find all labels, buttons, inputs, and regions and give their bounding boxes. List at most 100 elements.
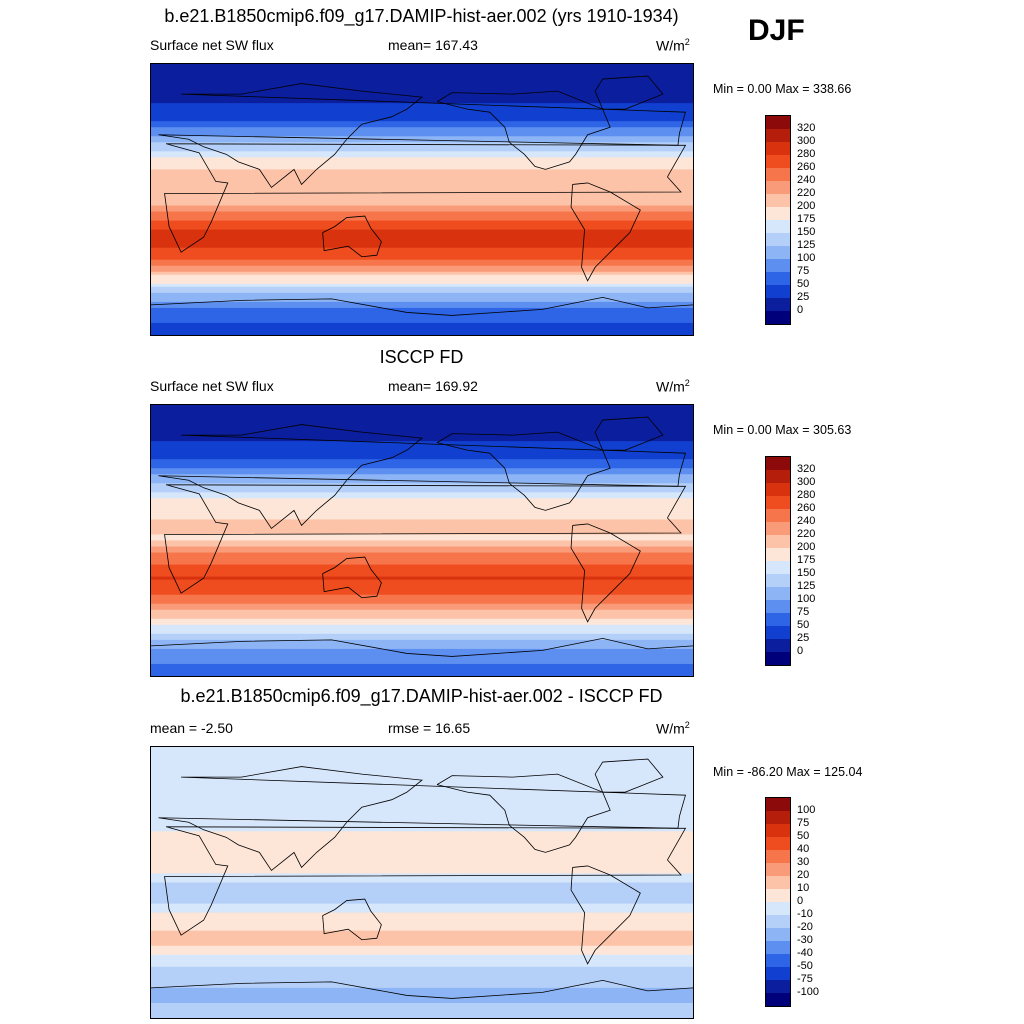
map-band — [151, 777, 693, 781]
mean-label: mean = -2.50 — [150, 720, 233, 736]
map-band — [151, 660, 693, 665]
map-band — [151, 426, 693, 430]
map-band — [151, 924, 693, 929]
map-band — [151, 960, 693, 965]
colorbar-box — [766, 548, 790, 561]
map-band — [151, 301, 693, 306]
map-band — [151, 906, 693, 911]
map-band — [151, 753, 693, 757]
coastline — [164, 826, 687, 936]
colorbar-tick-label: 280 — [797, 148, 816, 160]
colorbar — [765, 797, 791, 1007]
map-band — [151, 930, 693, 935]
colorbar-box — [766, 207, 790, 220]
map-band — [151, 471, 693, 475]
colorbar-tick-label: 150 — [797, 226, 816, 238]
coastline — [322, 215, 382, 258]
map-band — [151, 954, 693, 959]
map-band — [151, 783, 693, 787]
map-band — [151, 843, 693, 847]
colorbar-tick-label: 100 — [797, 252, 816, 264]
map-band — [151, 504, 693, 508]
units-label: W/m2 — [656, 720, 690, 737]
map-band — [151, 151, 693, 155]
field-map-plot — [151, 405, 693, 676]
map-band — [151, 621, 693, 626]
colorbar-tick-label: 100 — [797, 804, 816, 816]
map-band — [151, 885, 693, 890]
map-band — [151, 630, 693, 635]
coastline — [436, 431, 611, 511]
map-band — [151, 67, 693, 71]
colorbar-box — [766, 457, 790, 470]
map-band — [151, 483, 693, 487]
map-band — [151, 253, 693, 258]
map-band — [151, 555, 693, 560]
colorbar-tick-label: 0 — [797, 304, 804, 316]
map-band — [151, 124, 693, 128]
coastline — [570, 865, 641, 965]
colorbar-tick-label: 125 — [797, 239, 816, 251]
map-band — [151, 516, 693, 521]
colorbar-box — [766, 915, 790, 928]
map-band — [151, 453, 693, 457]
coastline — [322, 898, 382, 941]
map-band — [151, 840, 693, 844]
colorbar — [765, 456, 791, 666]
map-band — [151, 588, 693, 593]
map-band — [151, 298, 693, 303]
map-band — [151, 972, 693, 977]
map-band — [151, 447, 693, 451]
map-band — [151, 331, 693, 335]
colorbar-tick-label: 220 — [797, 528, 816, 540]
map-band — [151, 109, 693, 113]
colorbar-tick-label: -75 — [797, 973, 813, 985]
map-band — [151, 295, 693, 300]
coastline — [436, 90, 611, 170]
colorbar-tick-label: 320 — [797, 122, 816, 134]
map-band — [151, 175, 693, 180]
map-band — [151, 525, 693, 530]
map-band — [151, 148, 693, 152]
map-band — [151, 313, 693, 318]
map-band — [151, 828, 693, 832]
map-band — [151, 891, 693, 896]
map-band — [151, 939, 693, 944]
map-band — [151, 64, 693, 68]
map-band — [151, 190, 693, 195]
map-band — [151, 214, 693, 219]
map-band — [151, 552, 693, 557]
colorbar-box — [766, 522, 790, 535]
colorbar-tick-label: 200 — [797, 200, 816, 212]
colorbar-box — [766, 902, 790, 915]
colorbar-box — [766, 967, 790, 980]
map-band — [151, 645, 693, 650]
map-band — [151, 897, 693, 902]
map-band — [151, 304, 693, 309]
map-band — [151, 163, 693, 167]
units-label: W/m2 — [656, 378, 690, 395]
map-band — [151, 846, 693, 850]
colorbar-tick-label: 175 — [797, 554, 816, 566]
map-band — [151, 136, 693, 140]
map-band — [151, 316, 693, 321]
colorbar-box — [766, 483, 790, 496]
map-band — [151, 70, 693, 74]
map-band — [151, 1008, 693, 1013]
map-band — [151, 420, 693, 424]
map-band — [151, 984, 693, 989]
map-band — [151, 663, 693, 668]
map-band — [151, 435, 693, 439]
map-band — [151, 100, 693, 104]
panel-title: b.e21.B1850cmip6.f09_g17.DAMIP-hist-aer.… — [164, 6, 679, 26]
colorbar-box — [766, 889, 790, 902]
map-band — [151, 178, 693, 183]
map-band — [151, 1011, 693, 1016]
colorbar-box — [766, 811, 790, 824]
colorbar-tick-label: -10 — [797, 908, 813, 920]
map-band — [151, 654, 693, 659]
map-band — [151, 600, 693, 605]
map-band — [151, 657, 693, 662]
map-band — [151, 639, 693, 644]
map-band — [151, 82, 693, 86]
